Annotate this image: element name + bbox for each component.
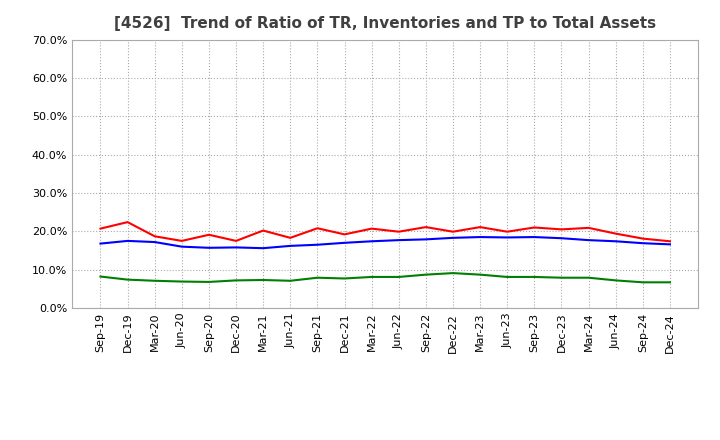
Trade Payables <box>449 271 457 276</box>
Trade Payables <box>204 279 213 285</box>
Trade Receivables <box>584 225 593 231</box>
Trade Receivables <box>639 236 647 241</box>
Trade Payables <box>639 280 647 285</box>
Inventories <box>286 243 294 249</box>
Trade Payables <box>557 275 566 280</box>
Inventories <box>421 237 430 242</box>
Trade Payables <box>232 278 240 283</box>
Inventories <box>259 246 268 251</box>
Inventories <box>611 238 620 244</box>
Inventories <box>530 235 539 240</box>
Inventories <box>204 245 213 250</box>
Trade Payables <box>150 278 159 283</box>
Trade Receivables <box>313 226 322 231</box>
Trade Receivables <box>123 220 132 225</box>
Trade Receivables <box>503 229 511 235</box>
Trade Receivables <box>476 224 485 230</box>
Trade Payables <box>503 274 511 279</box>
Trade Receivables <box>178 238 186 244</box>
Trade Receivables <box>395 229 403 235</box>
Inventories <box>123 238 132 244</box>
Trade Receivables <box>232 238 240 244</box>
Trade Payables <box>367 274 376 279</box>
Trade Payables <box>665 280 674 285</box>
Title: [4526]  Trend of Ratio of TR, Inventories and TP to Total Assets: [4526] Trend of Ratio of TR, Inventories… <box>114 16 656 32</box>
Trade Receivables <box>286 235 294 241</box>
Line: Trade Receivables: Trade Receivables <box>101 222 670 241</box>
Inventories <box>232 245 240 250</box>
Trade Payables <box>341 276 349 281</box>
Trade Receivables <box>259 228 268 233</box>
Trade Payables <box>611 278 620 283</box>
Trade Payables <box>96 274 105 279</box>
Trade Payables <box>313 275 322 280</box>
Trade Payables <box>259 277 268 282</box>
Trade Payables <box>178 279 186 284</box>
Trade Receivables <box>449 229 457 235</box>
Inventories <box>449 235 457 241</box>
Trade Payables <box>530 274 539 279</box>
Inventories <box>150 239 159 245</box>
Trade Receivables <box>557 227 566 232</box>
Inventories <box>503 235 511 240</box>
Trade Payables <box>286 278 294 283</box>
Inventories <box>178 244 186 249</box>
Trade Receivables <box>611 231 620 236</box>
Trade Receivables <box>341 232 349 237</box>
Inventories <box>476 235 485 240</box>
Inventories <box>639 241 647 246</box>
Inventories <box>665 242 674 247</box>
Inventories <box>96 241 105 246</box>
Inventories <box>395 238 403 243</box>
Trade Receivables <box>421 224 430 230</box>
Trade Receivables <box>367 226 376 231</box>
Inventories <box>584 238 593 243</box>
Inventories <box>313 242 322 247</box>
Trade Payables <box>395 274 403 279</box>
Inventories <box>341 240 349 246</box>
Trade Receivables <box>204 232 213 238</box>
Trade Payables <box>421 272 430 277</box>
Trade Payables <box>476 272 485 277</box>
Line: Inventories: Inventories <box>101 237 670 248</box>
Inventories <box>367 238 376 244</box>
Trade Payables <box>584 275 593 280</box>
Line: Trade Payables: Trade Payables <box>101 273 670 282</box>
Trade Receivables <box>665 238 674 244</box>
Trade Payables <box>123 277 132 282</box>
Trade Receivables <box>150 234 159 239</box>
Trade Receivables <box>530 225 539 230</box>
Inventories <box>557 235 566 241</box>
Trade Receivables <box>96 226 105 231</box>
